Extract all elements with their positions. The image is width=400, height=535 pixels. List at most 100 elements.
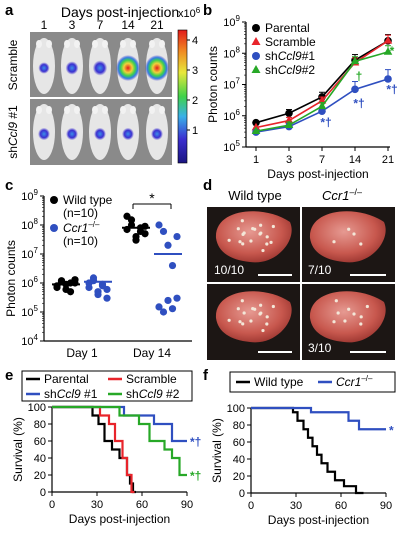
colorbar-tick-label: 1 bbox=[192, 125, 198, 137]
tumor-nodule bbox=[259, 303, 263, 307]
tumor-nodule bbox=[236, 307, 240, 311]
bioluminescence-signal bbox=[94, 127, 106, 141]
data-point bbox=[251, 126, 261, 135]
x-tick-label: 14 bbox=[349, 154, 361, 166]
tumor-nodule bbox=[259, 223, 263, 227]
data-point bbox=[127, 221, 136, 229]
y-tick-label: 20 bbox=[34, 470, 46, 482]
x-axis-label: Days post-injection bbox=[267, 167, 368, 181]
data-point bbox=[252, 118, 260, 127]
mouse-ear bbox=[159, 40, 165, 48]
legend-marker bbox=[50, 224, 58, 232]
fraction-ccr1-top: 7/10 bbox=[308, 263, 332, 277]
significance-marker: *† bbox=[190, 469, 201, 483]
legend-n: (n=10) bbox=[63, 234, 98, 248]
tumor-nodule bbox=[359, 315, 363, 319]
mouse-ear bbox=[74, 106, 80, 114]
data-point bbox=[317, 101, 327, 110]
y-tick-label: 109 bbox=[223, 14, 240, 29]
mouse-ear bbox=[130, 106, 136, 114]
mouse-ear bbox=[159, 106, 165, 114]
significance-marker: *† bbox=[320, 116, 331, 130]
bioluminescence-signal bbox=[122, 127, 134, 141]
tumor-nodule bbox=[265, 315, 269, 319]
day-label: 7 bbox=[97, 18, 104, 32]
chart-b: 105 106 107 108 109 1 3 7 14 21 Days post-injectio… bbox=[206, 14, 398, 181]
panel-letter-b: b bbox=[203, 2, 212, 19]
survival-curve bbox=[52, 405, 135, 494]
tumor-nodule bbox=[259, 231, 263, 235]
panel-letter-d: d bbox=[203, 177, 212, 194]
tumor-nodule bbox=[269, 240, 273, 244]
fraction-wt-top: 10/10 bbox=[214, 263, 244, 277]
legend-box bbox=[21, 370, 193, 402]
tumor-nodule bbox=[334, 299, 338, 303]
tumor-nodule bbox=[347, 307, 351, 311]
bioluminescence-signal bbox=[38, 127, 50, 141]
colorbar-ticks: 4 3 2 1 bbox=[187, 35, 198, 137]
y-tick-label: 80 bbox=[233, 420, 245, 432]
bioluminescence-signal bbox=[66, 127, 78, 141]
tumor-nodule bbox=[359, 322, 363, 326]
x-tick-label: 90 bbox=[380, 500, 392, 512]
tumor-nodule bbox=[365, 304, 369, 309]
y-tick-label: 108 bbox=[223, 45, 240, 60]
x-axis-label: Days post-injection bbox=[268, 513, 369, 527]
panel-d: d Wild type Ccr1–/– 10/10 7/10 3/10 bbox=[203, 177, 395, 360]
panel-b: b 105 106 107 108 109 1 3 7 14 21 Days post-inject… bbox=[203, 2, 398, 181]
data-point bbox=[173, 232, 181, 241]
tumor-nodule bbox=[343, 319, 347, 323]
tumor-nodule bbox=[261, 248, 265, 253]
tumor-nodule bbox=[240, 299, 244, 303]
bioluminescence-signal bbox=[38, 62, 50, 74]
y-tick-label: 60 bbox=[233, 437, 245, 449]
data-point bbox=[103, 285, 111, 294]
y-tick-label: 107 bbox=[21, 246, 38, 261]
mouse-ear bbox=[64, 40, 70, 48]
data-point bbox=[252, 52, 260, 60]
tumor-nodule bbox=[332, 320, 336, 324]
legend-label: Scramble bbox=[126, 372, 177, 386]
tumor-nodule bbox=[265, 322, 269, 326]
col-label-wild-type: Wild type bbox=[228, 188, 281, 203]
tumor-nodule bbox=[238, 240, 242, 244]
panel-c: c 104 105 106 107 108 109 Day 1 Day 14 Photon co… bbox=[4, 177, 192, 360]
data-point bbox=[351, 85, 359, 94]
mouse-ear bbox=[149, 40, 155, 48]
colorbar bbox=[177, 29, 188, 164]
panel-a: a Days post-injection 1 3 7 14 21 Scramble s… bbox=[5, 2, 201, 165]
y-tick-label: 104 bbox=[21, 333, 38, 348]
y-tick-label: 106 bbox=[21, 275, 38, 290]
data-point bbox=[164, 241, 172, 249]
day-label: 14 bbox=[121, 18, 135, 32]
x-tick-label: 60 bbox=[335, 500, 347, 512]
mouse-ear bbox=[36, 40, 42, 48]
tumor-nodule bbox=[249, 319, 253, 323]
y-tick-label: 100 bbox=[28, 402, 46, 414]
mouse-ear bbox=[92, 106, 98, 114]
chart-e: 0 20 40 60 80 100 0 30 60 90 Days post-injection Su… bbox=[11, 370, 201, 526]
bioluminescence-signal bbox=[151, 127, 163, 141]
panel-f: f 0 20 40 60 80 100 0 30 60 90 Days post-injection… bbox=[203, 367, 396, 527]
legend-marker bbox=[50, 196, 58, 204]
data-point bbox=[384, 75, 392, 83]
y-axis-label: Photon counts bbox=[206, 46, 220, 123]
tumor-nodule bbox=[359, 242, 363, 246]
liver-photos bbox=[215, 211, 386, 343]
category-label: Day 14 bbox=[133, 346, 171, 360]
colorbar-tick-label: 3 bbox=[192, 65, 198, 77]
data-point bbox=[318, 107, 326, 115]
survival-curve bbox=[52, 405, 187, 443]
y-tick-label: 40 bbox=[34, 453, 46, 465]
tumor-nodule bbox=[249, 239, 253, 243]
y-tick-label: 105 bbox=[21, 304, 38, 319]
x-axis-label: Days post-injection bbox=[69, 512, 170, 526]
tumor-nodule bbox=[332, 240, 336, 244]
data-point bbox=[136, 227, 145, 236]
significance-marker: † bbox=[356, 70, 363, 84]
data-point bbox=[53, 283, 61, 292]
x-tick-label: 60 bbox=[136, 499, 148, 511]
bioluminescence-signal bbox=[92, 60, 108, 76]
liver-photo bbox=[215, 211, 292, 263]
chart-c: 104 105 106 107 108 109 Day 1 Day 14 Photon coun… bbox=[4, 188, 192, 360]
